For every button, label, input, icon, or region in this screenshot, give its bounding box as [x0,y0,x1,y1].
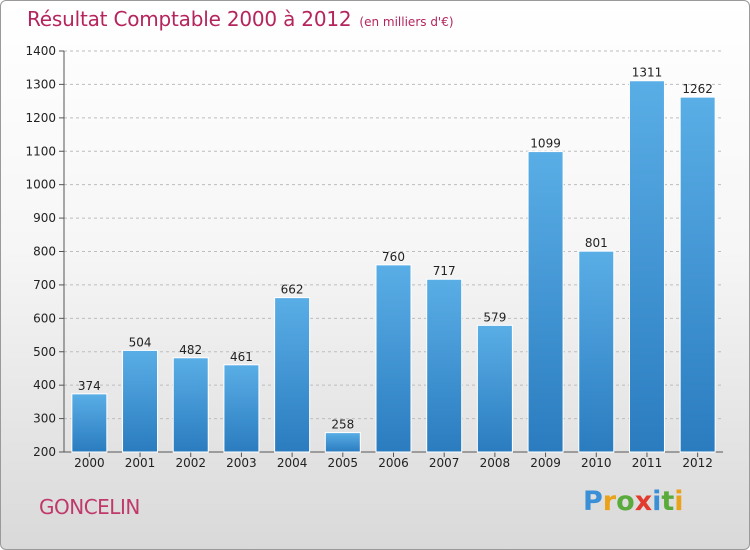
x-tick-label: 2009 [530,456,561,470]
y-tick-label: 300 [33,412,56,426]
data-label: 258 [331,418,354,432]
bar [223,364,260,453]
data-label: 760 [382,250,405,264]
data-label: 482 [179,343,202,357]
data-label: 579 [483,310,506,324]
x-tick-label: 2004 [277,456,308,470]
y-tick-label: 200 [33,445,56,459]
bar [527,151,564,453]
x-tick-label: 2002 [175,456,206,470]
bars [71,80,716,453]
x-tick-label: 2007 [429,456,460,470]
x-tick-label: 2005 [328,456,359,470]
chart-title-main: Résultat Comptable 2000 à 2012 [27,7,352,31]
logo-letter: i [652,486,662,517]
x-tick-label: 2008 [480,456,511,470]
y-tick-label: 800 [33,245,56,259]
logo-letter: x [634,486,653,517]
data-label: 1262 [682,82,713,96]
chart-title: Résultat Comptable 2000 à 2012 (en millie… [27,7,454,31]
bar [172,357,209,453]
x-tick-label: 2001 [125,456,156,470]
bar [628,80,665,453]
data-label: 1311 [632,66,663,80]
bar [71,393,108,453]
data-label: 1099 [530,137,561,151]
y-tick-label: 1000 [25,178,56,192]
y-tick-label: 1200 [25,111,56,125]
logo-letter: o [616,486,635,517]
chart-title-unit: (en milliers d'€) [359,15,454,29]
y-tick-label: 1100 [25,144,56,158]
city-name: GONCELIN [39,495,140,519]
logo-letter: P [583,486,603,517]
y-tick-label: 600 [33,311,56,325]
bar [476,324,513,453]
x-tick-label: 2011 [632,456,663,470]
x-tick-label: 2003 [226,456,257,470]
bar [679,96,716,453]
data-label: 504 [129,335,152,349]
data-labels: 374 504 482 461 662 258 760 717 579 1099 801 1311 12… [78,66,713,432]
logo-letter: i [674,486,684,517]
y-tick-label: 700 [33,278,56,292]
data-label: 374 [78,379,101,393]
y-tick-label: 900 [33,211,56,225]
data-label: 662 [281,283,304,297]
bar [426,278,463,453]
x-tick-label: 2006 [378,456,409,470]
y-tick-label: 500 [33,345,56,359]
logo-letter: t [661,486,675,517]
bar [274,297,311,453]
x-tick-label: 2000 [74,456,105,470]
logo-letter: r [602,486,617,517]
bar [324,432,361,453]
x-tick-label: 2012 [682,456,713,470]
y-tick-label: 1400 [25,44,56,58]
y-tick-label: 1300 [25,77,56,91]
data-label: 717 [433,264,456,278]
bar [578,250,615,453]
y-tick-label: 400 [33,378,56,392]
bar [122,349,159,453]
data-label: 801 [585,236,608,250]
data-label: 461 [230,350,253,364]
bar [375,264,412,453]
proxiti-logo: Proxiti [583,486,684,517]
x-tick-label: 2010 [581,456,612,470]
